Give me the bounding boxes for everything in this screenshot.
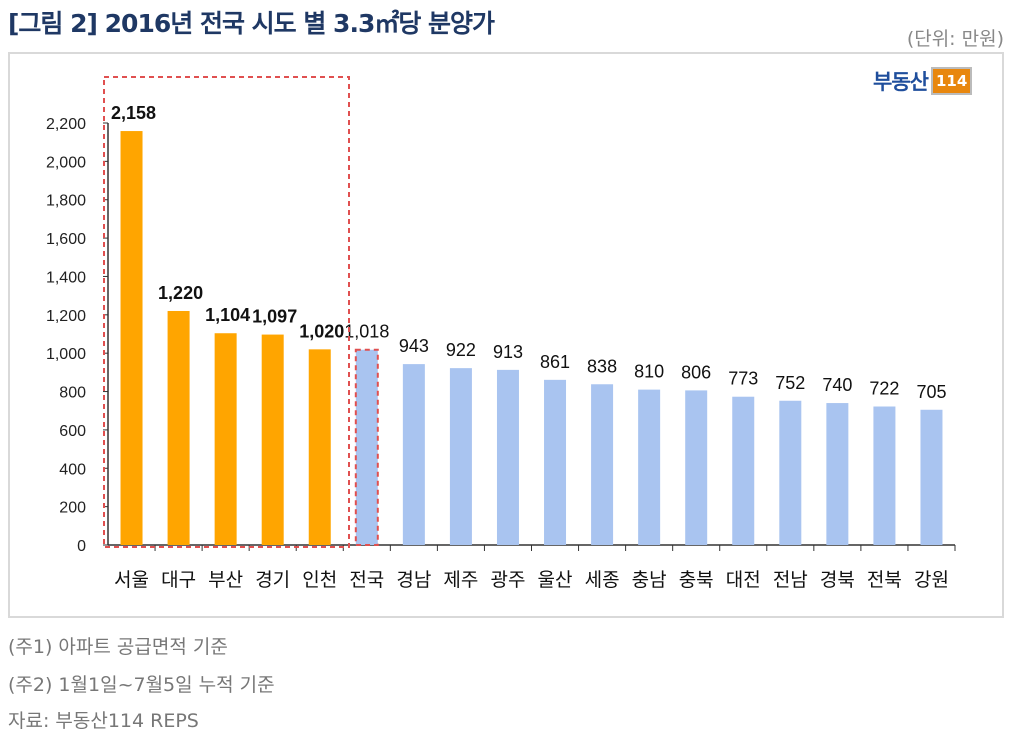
y-tick-label: 1,000	[46, 346, 86, 363]
data-label: 922	[446, 340, 476, 360]
x-tick-label: 충남	[632, 569, 667, 591]
bar-울산	[544, 379, 567, 545]
x-tick-label: 충북	[679, 569, 714, 591]
data-label: 773	[728, 369, 758, 389]
unit-label: (단위: 만원)	[906, 28, 1004, 50]
y-tick-label: 800	[59, 385, 86, 402]
x-tick-label: 경북	[820, 569, 855, 591]
x-tick-label: 울산	[538, 569, 573, 591]
x-tick-label: 부산	[208, 569, 243, 591]
bar-강원	[920, 409, 943, 545]
note-1: (주1) 아파트 공급면적 기준	[8, 636, 228, 658]
bar-전국	[355, 349, 378, 545]
data-label: 752	[775, 373, 805, 393]
data-label: 722	[869, 379, 899, 399]
data-label: 740	[822, 375, 852, 395]
bar-대전	[732, 396, 755, 545]
highlight-box	[103, 76, 350, 548]
x-tick-label: 전남	[773, 569, 808, 591]
bar-세종	[591, 384, 614, 545]
x-tick-label: 광주	[490, 569, 525, 591]
bar-경기	[261, 334, 284, 545]
y-tick-label: 2,000	[46, 154, 86, 171]
bar-경남	[402, 364, 425, 545]
x-tick-label: 대구	[161, 569, 196, 591]
y-tick-label: 1,400	[46, 269, 86, 286]
y-tick-label: 600	[59, 423, 86, 440]
national-highlight-box	[354, 348, 379, 546]
chart-frame	[8, 52, 1004, 618]
x-tick-label: 인천	[302, 569, 337, 591]
data-label: 806	[681, 362, 711, 382]
y-tick-label: 400	[59, 461, 86, 478]
x-tick-label: 경기	[255, 569, 290, 591]
bar-제주	[449, 368, 472, 545]
bar-전북	[873, 406, 896, 545]
data-label: 810	[634, 362, 664, 382]
data-label: 1,018	[344, 322, 389, 342]
x-tick-label: 세종	[585, 569, 620, 591]
data-label: 2,158	[111, 103, 156, 123]
bar-전남	[779, 400, 802, 545]
y-tick-label: 2,200	[46, 116, 86, 133]
data-label: 1,097	[252, 307, 297, 327]
data-label: 861	[540, 352, 570, 372]
bar-서울	[120, 131, 143, 545]
logo: 부동산 114	[873, 66, 973, 96]
data-label: 1,020	[299, 321, 344, 341]
source-note: 자료: 부동산114 REPS	[8, 710, 199, 732]
x-tick-label: 전북	[867, 569, 902, 591]
x-tick-label: 제주	[443, 569, 478, 591]
y-tick-label: 0	[77, 538, 86, 555]
data-label: 705	[916, 382, 946, 402]
x-tick-label: 강원	[914, 569, 949, 591]
y-tick-label: 1,200	[46, 308, 86, 325]
note-2: (주2) 1월1일~7월5일 누적 기준	[8, 674, 275, 696]
y-tick-label: 1,600	[46, 231, 86, 248]
bar-광주	[496, 369, 519, 545]
y-tick-label: 200	[59, 500, 86, 517]
x-tick-label: 전국	[349, 569, 384, 591]
data-label: 838	[587, 356, 617, 376]
bar-인천	[308, 349, 331, 545]
bar-대구	[167, 310, 190, 545]
x-tick-label: 경남	[396, 569, 431, 591]
bar-충북	[685, 390, 708, 545]
y-tick-label: 1,800	[46, 193, 86, 210]
bar-충남	[638, 389, 661, 545]
bar-부산	[214, 333, 237, 545]
x-tick-label: 서울	[114, 569, 149, 591]
x-tick-label: 대전	[726, 569, 761, 591]
data-label: 1,220	[158, 283, 203, 303]
data-label: 913	[493, 342, 523, 362]
chart-title: [그림 2] 2016년 전국 시도 별 3.3㎡당 분양가	[8, 9, 495, 38]
data-label: 943	[399, 336, 429, 356]
logo-number: 114	[930, 67, 973, 95]
logo-text: 부동산	[873, 70, 929, 94]
data-label: 1,104	[205, 305, 250, 325]
bar-경북	[826, 403, 849, 545]
